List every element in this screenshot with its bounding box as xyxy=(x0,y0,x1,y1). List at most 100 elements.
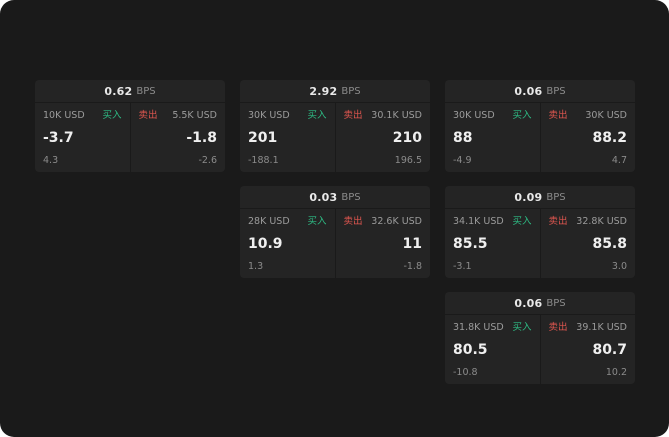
quote-panels: 28K USD 买入 10.9 1.3 卖出 32.6K USD 11 -1.8 xyxy=(240,209,430,278)
sell-side-label: 卖出 xyxy=(548,110,568,121)
buy-panel-top: 30K USD 买入 xyxy=(248,109,327,122)
buy-panel[interactable]: 34.1K USD 买入 85.5 -3.1 xyxy=(445,209,540,278)
panel-divider xyxy=(334,103,336,172)
sell-side-label: 卖出 xyxy=(548,216,568,227)
bps-unit-label: BPS xyxy=(546,297,566,309)
sell-amount: 5.5K USD xyxy=(172,110,217,121)
quote-card[interactable]: 0.03 BPS 28K USD 买入 10.9 1.3 卖出 32.6K US… xyxy=(240,186,430,278)
sell-amount: 30.1K USD xyxy=(371,110,422,121)
sell-sub-value: 4.7 xyxy=(611,155,627,166)
sell-panel-top: 卖出 32.6K USD xyxy=(344,215,423,228)
sell-side-label: 卖出 xyxy=(343,110,363,121)
quote-card[interactable]: 0.62 BPS 10K USD 买入 -3.7 4.3 卖出 5.5K USD… xyxy=(35,80,225,172)
sell-sub-value: 196.5 xyxy=(394,155,422,166)
sell-price: 80.7 xyxy=(592,342,627,358)
buy-side-label: 买入 xyxy=(307,216,327,227)
buy-panel[interactable]: 10K USD 买入 -3.7 4.3 xyxy=(35,103,130,172)
buy-sub-value: 4.3 xyxy=(43,155,59,166)
buy-panel[interactable]: 30K USD 买入 88 -4.9 xyxy=(445,103,540,172)
quote-panels: 30K USD 买入 88 -4.9 卖出 30K USD 88.2 4.7 xyxy=(445,103,635,172)
sell-amount: 30K USD xyxy=(585,110,627,121)
bps-unit-label: BPS xyxy=(546,85,566,97)
buy-price: 85.5 xyxy=(453,236,488,252)
sell-panel[interactable]: 卖出 5.5K USD -1.8 -2.6 xyxy=(131,103,226,172)
buy-price: 80.5 xyxy=(453,342,488,358)
bps-unit-label: BPS xyxy=(546,191,566,203)
quote-panels: 30K USD 买入 201 -188.1 卖出 30.1K USD 210 1… xyxy=(240,103,430,172)
sell-sub-value: -2.6 xyxy=(198,155,217,166)
sell-price: 11 xyxy=(402,236,422,252)
buy-panel[interactable]: 30K USD 买入 201 -188.1 xyxy=(240,103,335,172)
buy-amount: 28K USD xyxy=(248,216,290,227)
sell-price: -1.8 xyxy=(186,130,217,146)
sell-amount: 32.6K USD xyxy=(371,216,422,227)
card-header: 0.06 BPS xyxy=(445,292,635,315)
sell-amount: 32.8K USD xyxy=(576,216,627,227)
bps-unit-label: BPS xyxy=(136,85,156,97)
bps-value: 0.09 xyxy=(514,190,543,204)
buy-side-label: 买入 xyxy=(512,216,532,227)
buy-price: 88 xyxy=(453,130,473,146)
sell-side-label: 卖出 xyxy=(343,216,363,227)
buy-sub-value: -3.1 xyxy=(453,261,472,272)
sell-price: 210 xyxy=(392,130,422,146)
sell-panel-top: 卖出 32.8K USD xyxy=(549,215,628,228)
buy-amount: 30K USD xyxy=(248,110,290,121)
sell-panel[interactable]: 卖出 30.1K USD 210 196.5 xyxy=(336,103,431,172)
buy-panel-top: 10K USD 买入 xyxy=(43,109,122,122)
sell-price: 88.2 xyxy=(592,130,627,146)
sell-side-label: 卖出 xyxy=(548,322,568,333)
bps-unit-label: BPS xyxy=(341,85,361,97)
buy-side-label: 买入 xyxy=(512,110,532,121)
quote-card[interactable]: 0.09 BPS 34.1K USD 买入 85.5 -3.1 卖出 32.8K… xyxy=(445,186,635,278)
panel-divider xyxy=(539,103,541,172)
quote-card[interactable]: 0.06 BPS 31.8K USD 买入 80.5 -10.8 卖出 39.1… xyxy=(445,292,635,384)
panel-divider xyxy=(334,209,336,278)
quote-panels: 34.1K USD 买入 85.5 -3.1 卖出 32.8K USD 85.8… xyxy=(445,209,635,278)
card-header: 0.03 BPS xyxy=(240,186,430,209)
buy-sub-value: -10.8 xyxy=(453,367,478,378)
sell-side-label: 卖出 xyxy=(138,110,158,121)
sell-panel[interactable]: 卖出 32.6K USD 11 -1.8 xyxy=(336,209,431,278)
buy-panel-top: 28K USD 买入 xyxy=(248,215,327,228)
buy-panel-top: 31.8K USD 买入 xyxy=(453,321,532,334)
bps-value: 0.06 xyxy=(514,296,543,310)
buy-side-label: 买入 xyxy=(512,322,532,333)
buy-panel[interactable]: 31.8K USD 买入 80.5 -10.8 xyxy=(445,315,540,384)
sell-panel-top: 卖出 30K USD xyxy=(549,109,628,122)
buy-sub-value: 1.3 xyxy=(248,261,264,272)
sell-panel-top: 卖出 30.1K USD xyxy=(344,109,423,122)
sell-panel[interactable]: 卖出 32.8K USD 85.8 3.0 xyxy=(541,209,636,278)
card-header: 0.06 BPS xyxy=(445,80,635,103)
quote-panels: 10K USD 买入 -3.7 4.3 卖出 5.5K USD -1.8 -2.… xyxy=(35,103,225,172)
sell-panel[interactable]: 卖出 39.1K USD 80.7 10.2 xyxy=(541,315,636,384)
buy-panel[interactable]: 28K USD 买入 10.9 1.3 xyxy=(240,209,335,278)
buy-amount: 31.8K USD xyxy=(453,322,504,333)
buy-price: -3.7 xyxy=(43,130,74,146)
bps-value: 0.06 xyxy=(514,84,543,98)
buy-price: 201 xyxy=(248,130,278,146)
buy-sub-value: -188.1 xyxy=(248,155,279,166)
bps-value: 0.62 xyxy=(104,84,133,98)
buy-amount: 10K USD xyxy=(43,110,85,121)
card-header: 2.92 BPS xyxy=(240,80,430,103)
quote-card[interactable]: 2.92 BPS 30K USD 买入 201 -188.1 卖出 30.1K … xyxy=(240,80,430,172)
bps-value: 2.92 xyxy=(309,84,338,98)
buy-side-label: 买入 xyxy=(307,110,327,121)
buy-price: 10.9 xyxy=(248,236,283,252)
bps-unit-label: BPS xyxy=(341,191,361,203)
panel-divider xyxy=(129,103,131,172)
panel-divider xyxy=(539,209,541,278)
buy-side-label: 买入 xyxy=(102,110,122,121)
buy-panel-top: 30K USD 买入 xyxy=(453,109,532,122)
sell-panel[interactable]: 卖出 30K USD 88.2 4.7 xyxy=(541,103,636,172)
buy-amount: 34.1K USD xyxy=(453,216,504,227)
buy-panel-top: 34.1K USD 买入 xyxy=(453,215,532,228)
quote-panels: 31.8K USD 买入 80.5 -10.8 卖出 39.1K USD 80.… xyxy=(445,315,635,384)
bps-value: 0.03 xyxy=(309,190,338,204)
buy-amount: 30K USD xyxy=(453,110,495,121)
panel-divider xyxy=(539,315,541,384)
sell-panel-top: 卖出 39.1K USD xyxy=(549,321,628,334)
quote-card[interactable]: 0.06 BPS 30K USD 买入 88 -4.9 卖出 30K USD 8… xyxy=(445,80,635,172)
